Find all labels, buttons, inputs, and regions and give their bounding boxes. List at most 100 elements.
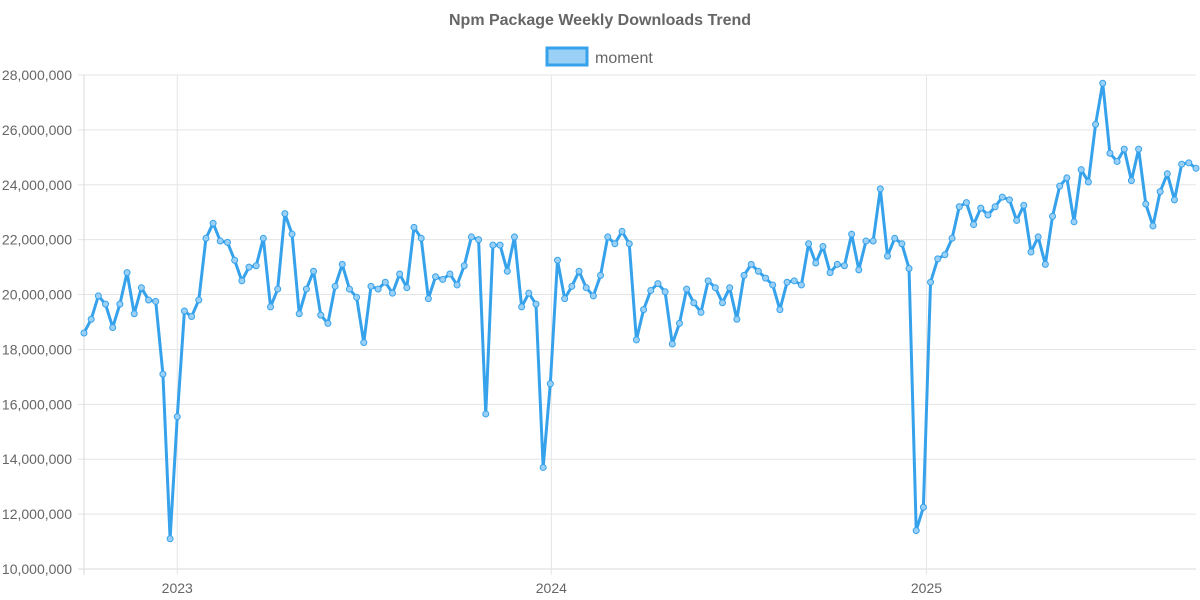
data-point[interactable]: [948, 234, 956, 242]
data-point[interactable]: [525, 289, 533, 297]
data-point[interactable]: [546, 380, 554, 388]
data-point[interactable]: [238, 277, 246, 285]
data-point[interactable]: [575, 267, 583, 275]
data-point[interactable]: [568, 282, 576, 290]
data-point[interactable]: [991, 203, 999, 211]
data-point[interactable]: [1149, 222, 1157, 230]
data-point[interactable]: [223, 238, 231, 246]
data-point[interactable]: [898, 240, 906, 248]
data-point[interactable]: [252, 262, 260, 270]
data-point[interactable]: [826, 269, 834, 277]
data-point[interactable]: [927, 278, 935, 286]
data-point[interactable]: [733, 315, 741, 323]
data-point[interactable]: [396, 270, 404, 278]
data-point[interactable]: [94, 292, 102, 300]
data-point[interactable]: [281, 210, 289, 218]
data-point[interactable]: [195, 296, 203, 304]
data-point[interactable]: [403, 284, 411, 292]
data-point[interactable]: [812, 259, 820, 267]
data-point[interactable]: [453, 281, 461, 289]
data-point[interactable]: [367, 282, 375, 290]
data-point[interactable]: [719, 299, 726, 307]
data-point[interactable]: [1063, 174, 1071, 182]
data-point[interactable]: [1077, 166, 1085, 174]
data-point[interactable]: [109, 323, 117, 331]
data-point[interactable]: [188, 313, 196, 321]
data-point[interactable]: [819, 243, 827, 251]
data-point[interactable]: [152, 297, 160, 305]
data-point[interactable]: [905, 264, 913, 272]
data-point[interactable]: [432, 273, 440, 281]
data-point[interactable]: [597, 271, 605, 279]
data-point[interactable]: [1192, 164, 1200, 172]
data-point[interactable]: [934, 255, 942, 263]
data-point[interactable]: [1005, 196, 1013, 204]
data-point[interactable]: [668, 340, 676, 348]
data-point[interactable]: [245, 263, 253, 271]
data-point[interactable]: [625, 240, 633, 248]
legend-swatch-moment[interactable]: [545, 46, 589, 67]
data-point[interactable]: [984, 211, 992, 219]
data-point[interactable]: [102, 300, 110, 308]
data-point[interactable]: [417, 234, 425, 242]
data-point[interactable]: [1041, 260, 1049, 268]
data-point[interactable]: [381, 278, 389, 286]
data-point[interactable]: [324, 319, 332, 327]
data-point[interactable]: [123, 269, 131, 277]
data-point[interactable]: [166, 535, 174, 543]
data-point[interactable]: [977, 204, 985, 212]
data-point[interactable]: [259, 234, 267, 242]
data-point[interactable]: [769, 281, 777, 289]
data-point[interactable]: [345, 285, 353, 293]
data-point[interactable]: [489, 241, 497, 249]
data-point[interactable]: [754, 267, 762, 275]
data-point[interactable]: [632, 336, 640, 344]
data-point[interactable]: [1142, 200, 1150, 208]
data-point[interactable]: [675, 319, 683, 327]
data-point[interactable]: [1034, 233, 1042, 241]
data-point[interactable]: [1127, 177, 1135, 185]
data-point[interactable]: [539, 463, 547, 471]
data-point[interactable]: [496, 241, 504, 249]
data-point[interactable]: [518, 303, 526, 311]
data-point[interactable]: [589, 292, 597, 300]
data-point[interactable]: [302, 285, 310, 293]
legend-label-moment[interactable]: moment: [595, 50, 653, 67]
data-point[interactable]: [410, 223, 418, 231]
data-point[interactable]: [288, 230, 296, 238]
data-point[interactable]: [467, 233, 475, 241]
data-point[interactable]: [173, 413, 181, 421]
data-point[interactable]: [970, 221, 978, 229]
data-point[interactable]: [912, 527, 920, 535]
data-point[interactable]: [654, 280, 662, 288]
data-point[interactable]: [317, 311, 325, 319]
data-point[interactable]: [388, 289, 396, 297]
data-point[interactable]: [1056, 182, 1064, 190]
data-point[interactable]: [1135, 145, 1143, 153]
data-point[interactable]: [180, 307, 188, 315]
data-point[interactable]: [360, 339, 368, 347]
data-point[interactable]: [783, 278, 791, 286]
data-point[interactable]: [697, 308, 705, 316]
data-point[interactable]: [439, 275, 447, 283]
data-point[interactable]: [726, 284, 734, 292]
data-point[interactable]: [790, 277, 798, 285]
data-point[interactable]: [209, 219, 217, 227]
data-point[interactable]: [510, 233, 518, 241]
data-point[interactable]: [711, 284, 719, 292]
data-point[interactable]: [130, 310, 138, 318]
data-point[interactable]: [1020, 201, 1028, 209]
data-point[interactable]: [1049, 212, 1057, 220]
data-point[interactable]: [855, 266, 863, 274]
data-point[interactable]: [295, 310, 303, 318]
data-point[interactable]: [87, 315, 95, 323]
data-point[interactable]: [805, 240, 813, 248]
legend[interactable]: moment: [545, 46, 653, 67]
data-point[interactable]: [460, 262, 468, 270]
data-point[interactable]: [1185, 159, 1193, 167]
data-point[interactable]: [1170, 196, 1178, 204]
data-point[interactable]: [1027, 248, 1035, 256]
data-point[interactable]: [475, 236, 483, 244]
data-point[interactable]: [833, 260, 841, 268]
data-point[interactable]: [941, 251, 949, 259]
